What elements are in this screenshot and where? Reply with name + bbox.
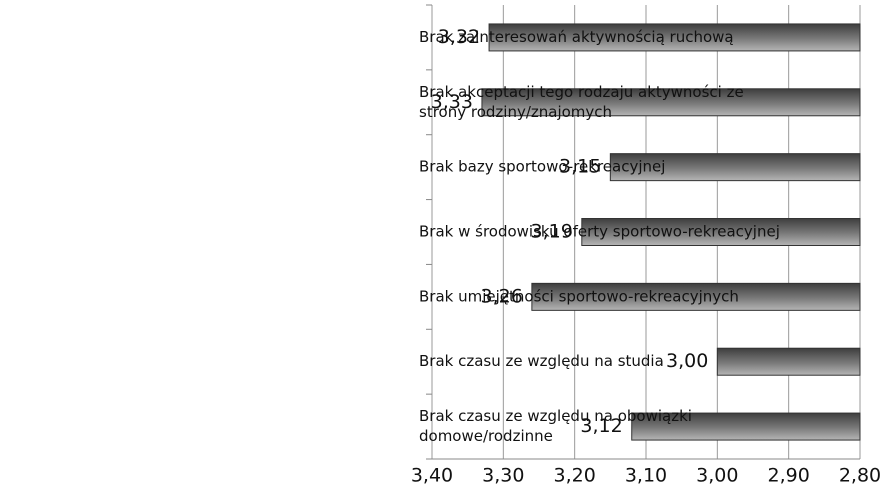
data-label: 3,19 — [530, 221, 572, 243]
data-label: 3,33 — [431, 91, 473, 113]
category-label: domowe/rodzinne — [419, 427, 553, 445]
category-label: Brak czasu ze względu na studia — [419, 352, 664, 370]
x-tick-label: 3,10 — [625, 465, 667, 487]
bar — [631, 412, 861, 441]
x-tick-label: 3,30 — [482, 465, 524, 487]
x-tick-label: 3,40 — [411, 465, 453, 487]
x-tick-label: 2,90 — [768, 465, 810, 487]
category-label: Brak w środowisku oferty sportowo-rekrea… — [419, 223, 780, 241]
category-label: strony rodziny/znajomych — [419, 103, 612, 121]
category-label: Brak bazy sportowo-rekreacyjnej — [419, 158, 665, 176]
bars-group — [481, 23, 861, 441]
bar — [481, 88, 861, 117]
x-tick-label: 3,20 — [554, 465, 596, 487]
category-label: Brak akceptacji tego rodzaju aktywności … — [419, 83, 744, 101]
x-tick-label: 2,80 — [839, 465, 881, 487]
data-label: 3,15 — [559, 156, 601, 178]
data-label: 3,12 — [580, 415, 622, 437]
category-label: Brak zainteresowań aktywnością ruchową — [419, 28, 734, 46]
data-label: 3,32 — [438, 26, 480, 48]
bar — [609, 153, 861, 182]
data-label: 3,26 — [481, 285, 523, 307]
bar — [488, 23, 861, 52]
bar — [581, 218, 861, 246]
x-tick-label: 3,00 — [696, 465, 738, 487]
data-label: 3,00 — [666, 350, 708, 372]
bar — [716, 347, 861, 376]
category-label: Brak czasu ze względu na obowiązki — [419, 407, 692, 425]
grid-lines — [426, 4, 861, 460]
category-label: Brak umiejętności sportowo-rekreacyjnych — [419, 287, 739, 305]
bar — [531, 282, 861, 311]
